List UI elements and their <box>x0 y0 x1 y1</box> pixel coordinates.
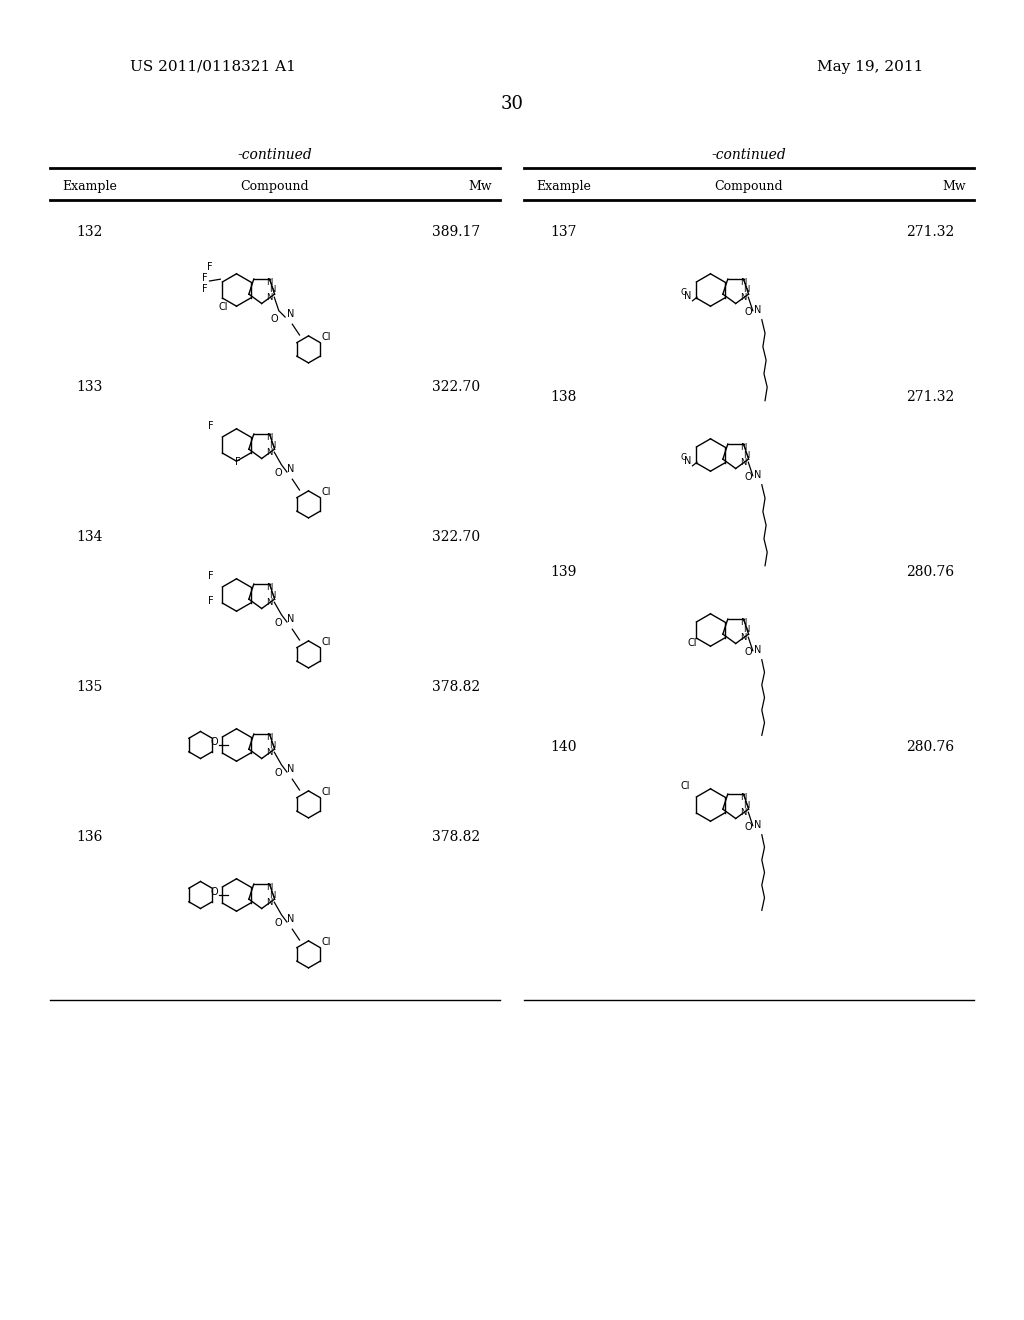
Text: N: N <box>739 793 746 803</box>
Text: 378.82: 378.82 <box>432 830 480 843</box>
Text: N: N <box>265 583 272 593</box>
Text: US 2011/0118321 A1: US 2011/0118321 A1 <box>130 59 296 74</box>
Text: O: O <box>744 822 752 832</box>
Text: F: F <box>236 457 241 467</box>
Text: 378.82: 378.82 <box>432 680 480 694</box>
Text: N: N <box>739 808 746 817</box>
Text: N: N <box>265 898 272 907</box>
Text: F: F <box>209 597 214 606</box>
Text: F: F <box>209 421 214 430</box>
Text: N: N <box>743 450 750 459</box>
Text: 271.32: 271.32 <box>906 389 954 404</box>
Text: N: N <box>739 458 746 467</box>
Text: F: F <box>209 570 214 581</box>
Text: 135: 135 <box>77 680 103 694</box>
Text: N: N <box>743 285 750 294</box>
Text: 139: 139 <box>551 565 578 579</box>
Text: 389.17: 389.17 <box>432 224 480 239</box>
Text: 322.70: 322.70 <box>432 531 480 544</box>
Text: Cl: Cl <box>681 781 690 791</box>
Text: N: N <box>269 741 275 750</box>
Text: 136: 136 <box>77 830 103 843</box>
Text: O: O <box>210 887 218 898</box>
Text: N: N <box>265 447 272 457</box>
Text: O: O <box>744 647 752 657</box>
Text: Compound: Compound <box>241 180 309 193</box>
Text: N: N <box>269 285 275 294</box>
Text: N: N <box>287 913 294 924</box>
Text: Compound: Compound <box>715 180 783 193</box>
Text: -continued: -continued <box>712 148 786 162</box>
Text: O: O <box>274 768 282 777</box>
Text: Cl: Cl <box>322 333 331 342</box>
Text: N: N <box>269 590 275 599</box>
Text: 137: 137 <box>551 224 578 239</box>
Text: C: C <box>681 453 686 462</box>
Text: F: F <box>202 284 208 294</box>
Text: 133: 133 <box>77 380 103 393</box>
Text: N: N <box>743 626 750 635</box>
Text: O: O <box>274 917 282 928</box>
Text: -continued: -continued <box>238 148 312 162</box>
Text: N: N <box>269 891 275 899</box>
Text: N: N <box>287 465 294 474</box>
Text: N: N <box>754 470 761 480</box>
Text: 322.70: 322.70 <box>432 380 480 393</box>
Text: Example: Example <box>537 180 592 193</box>
Text: N: N <box>684 290 691 301</box>
Text: Cl: Cl <box>218 302 227 312</box>
Text: Mw: Mw <box>468 180 492 193</box>
Text: Cl: Cl <box>322 937 331 948</box>
Text: N: N <box>287 764 294 774</box>
Text: O: O <box>270 314 279 325</box>
Text: 280.76: 280.76 <box>906 741 954 754</box>
Text: N: N <box>754 305 761 315</box>
Text: F: F <box>202 273 208 282</box>
Text: N: N <box>265 279 272 288</box>
Text: 134: 134 <box>77 531 103 544</box>
Text: Mw: Mw <box>942 180 966 193</box>
Text: N: N <box>265 883 272 892</box>
Text: N: N <box>684 455 691 466</box>
Text: Cl: Cl <box>322 487 331 498</box>
Text: Cl: Cl <box>322 638 331 647</box>
Text: N: N <box>265 598 272 607</box>
Text: May 19, 2011: May 19, 2011 <box>817 59 924 74</box>
Text: 271.32: 271.32 <box>906 224 954 239</box>
Text: Cl: Cl <box>322 788 331 797</box>
Text: N: N <box>739 279 746 288</box>
Text: 138: 138 <box>551 389 578 404</box>
Text: N: N <box>269 441 275 450</box>
Text: N: N <box>287 309 294 319</box>
Text: Example: Example <box>62 180 118 193</box>
Text: O: O <box>744 473 752 482</box>
Text: N: N <box>754 821 761 830</box>
Text: N: N <box>265 293 272 302</box>
Text: N: N <box>265 433 272 442</box>
Text: O: O <box>274 467 282 478</box>
Text: 280.76: 280.76 <box>906 565 954 579</box>
Text: N: N <box>739 293 746 302</box>
Text: N: N <box>739 618 746 627</box>
Text: N: N <box>287 614 294 624</box>
Text: N: N <box>754 645 761 656</box>
Text: O: O <box>274 618 282 627</box>
Text: 140: 140 <box>551 741 578 754</box>
Text: F: F <box>207 263 212 272</box>
Text: O: O <box>744 308 752 317</box>
Text: O: O <box>210 737 218 747</box>
Text: C: C <box>681 288 686 297</box>
Text: Cl: Cl <box>688 638 697 648</box>
Text: 132: 132 <box>77 224 103 239</box>
Text: N: N <box>265 747 272 756</box>
Text: N: N <box>739 444 746 453</box>
Text: 30: 30 <box>501 95 523 114</box>
Text: N: N <box>743 800 750 809</box>
Text: N: N <box>739 632 746 642</box>
Text: N: N <box>265 734 272 742</box>
